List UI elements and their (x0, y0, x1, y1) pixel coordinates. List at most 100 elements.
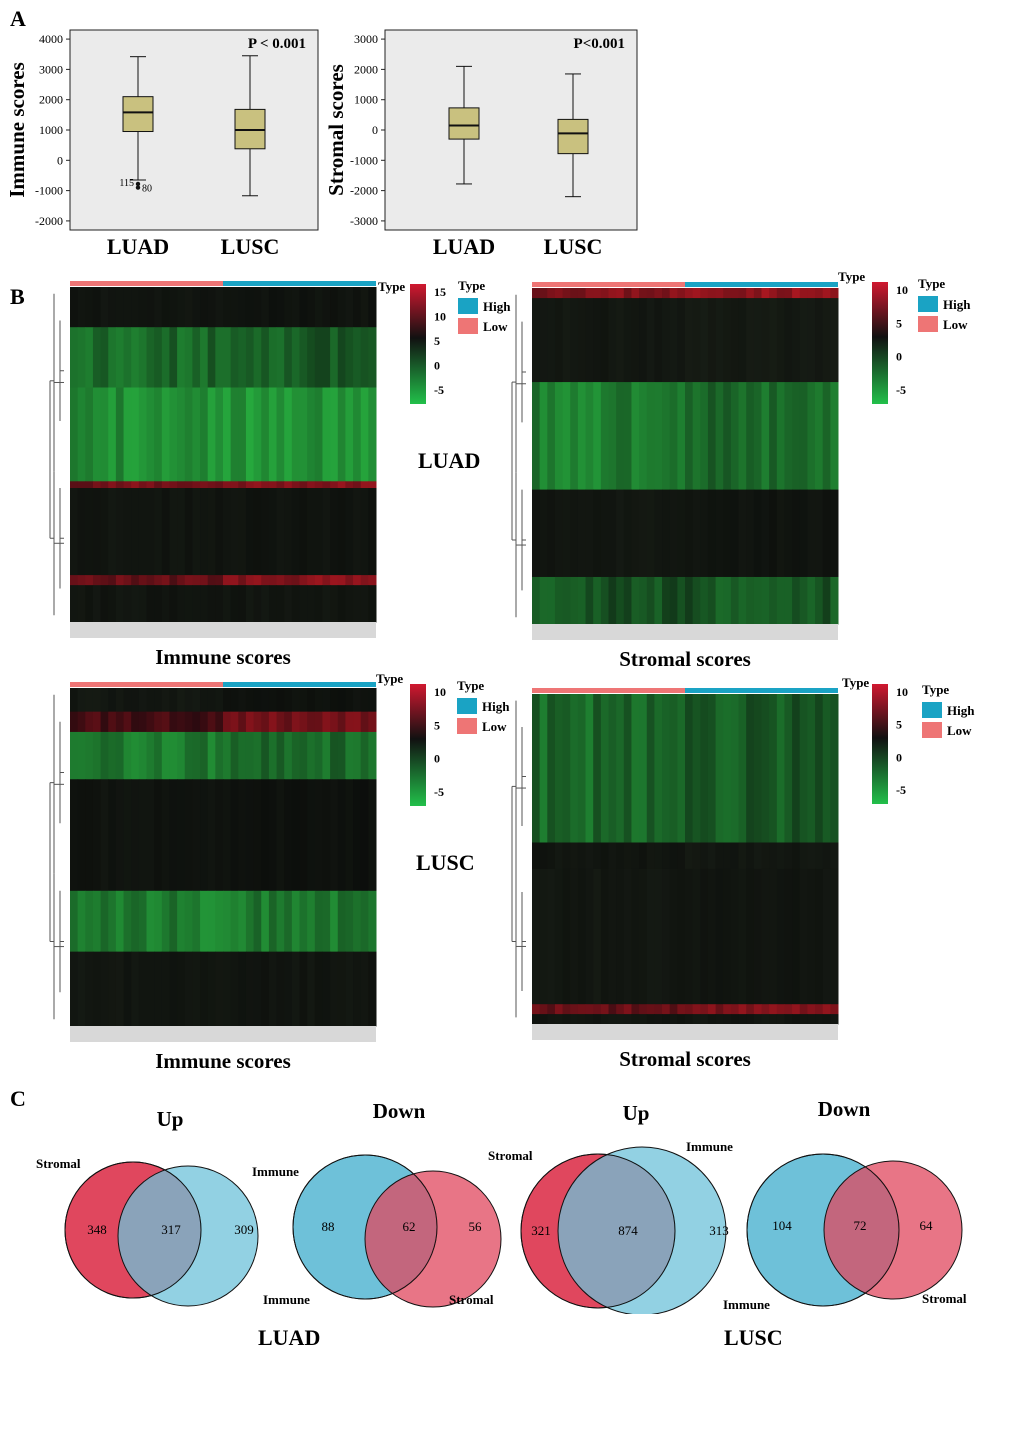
heat-cell (769, 694, 778, 843)
heat-cell (184, 327, 193, 388)
heat-cell (85, 575, 94, 586)
heat-cell (822, 576, 831, 625)
heat-cell (738, 1014, 747, 1025)
heat-cell (108, 585, 117, 623)
heat-cell (245, 731, 255, 780)
heat-cell (85, 951, 94, 1027)
heat-cell (253, 711, 262, 733)
heat-cell (807, 694, 816, 843)
venn-title: Down (373, 1099, 426, 1123)
legend-label-high: High (483, 299, 511, 314)
heat-cell (669, 382, 678, 491)
heat-cell (108, 287, 117, 328)
heat-cell (593, 576, 602, 625)
heat-cell (276, 585, 285, 623)
heat-cell (585, 842, 594, 870)
legend-label-low: Low (947, 723, 972, 738)
color-scale-tick: 0 (434, 359, 440, 373)
heat-cell (161, 575, 170, 586)
heat-cell (368, 327, 377, 388)
heat-cell (547, 298, 556, 383)
heat-cell (692, 288, 701, 299)
heat-cell (268, 387, 278, 482)
heat-cell (769, 842, 778, 870)
heat-cell (554, 382, 564, 491)
heat-cell (769, 576, 778, 625)
heat-cell (291, 327, 300, 388)
heat-cell (570, 868, 579, 1005)
legend-swatch-low (922, 722, 942, 738)
heat-cell (807, 489, 816, 578)
heat-cell (807, 868, 816, 1005)
column-label-strip (532, 624, 838, 640)
heat-cell (291, 951, 300, 1027)
heat-cell (799, 1004, 808, 1015)
y-tick-label: 0 (57, 153, 63, 167)
heat-cell (70, 481, 79, 489)
color-scale-tick: 0 (896, 350, 902, 364)
heat-cell (822, 489, 831, 578)
heat-cell (577, 489, 587, 578)
heat-cell (146, 287, 155, 328)
heat-cell (554, 868, 564, 1005)
heat-cell (792, 842, 801, 870)
heat-cell (554, 288, 564, 299)
heat-cell (337, 688, 346, 713)
heat-cell (807, 288, 816, 299)
heat-cell (532, 868, 541, 1005)
heat-cell (238, 387, 247, 482)
heat-cell (585, 694, 594, 843)
heat-cell (792, 288, 801, 299)
heat-cell (123, 951, 132, 1027)
heat-cell (169, 575, 178, 586)
y-axis-label: Stromal scores (325, 64, 348, 196)
heat-cell (593, 489, 602, 578)
heat-cell (330, 779, 339, 892)
heat-cell (677, 1004, 686, 1015)
heat-cell (730, 489, 740, 578)
heat-cell (662, 382, 671, 491)
heat-cell (123, 585, 132, 623)
heat-cell (539, 288, 548, 299)
heat-cell (692, 298, 701, 383)
heat-cell (792, 1014, 801, 1025)
heat-cell (360, 387, 369, 482)
heat-cell (799, 576, 808, 625)
heat-cell (207, 779, 216, 892)
heat-cell (753, 694, 762, 843)
heat-cell (200, 731, 209, 780)
heat-cell (776, 298, 785, 383)
heat-cell (784, 298, 793, 383)
heat-cell (268, 951, 278, 1027)
heat-cell (230, 779, 239, 892)
heat-cell (654, 298, 663, 383)
heat-cell (792, 576, 801, 625)
heat-cell (685, 1004, 694, 1015)
heat-cell (92, 711, 102, 733)
heat-cell (692, 842, 701, 870)
heat-cell (662, 842, 671, 870)
heat-cell (146, 575, 155, 586)
color-scale-tick: 10 (434, 685, 446, 699)
heat-cell (707, 1004, 717, 1015)
heat-cell (345, 890, 354, 953)
heat-cell (299, 731, 308, 780)
heat-cell (223, 731, 232, 780)
heat-cell (85, 688, 94, 713)
heat-cell (161, 387, 170, 482)
heat-cell (154, 779, 163, 892)
heat-cell (223, 575, 232, 586)
y-tick-label: -2000 (35, 214, 63, 228)
heat-cell (593, 868, 602, 1005)
heat-cell (307, 731, 316, 780)
heat-cell (330, 327, 339, 388)
heat-cell (207, 731, 216, 780)
heat-cell (123, 731, 132, 780)
heat-cell (161, 688, 170, 713)
heat-cell (547, 382, 556, 491)
y-tick-label: 1000 (39, 123, 63, 137)
heat-cell (337, 488, 346, 576)
heat-cell (570, 288, 579, 299)
heat-cell (554, 1004, 564, 1015)
heat-cell (85, 488, 94, 576)
